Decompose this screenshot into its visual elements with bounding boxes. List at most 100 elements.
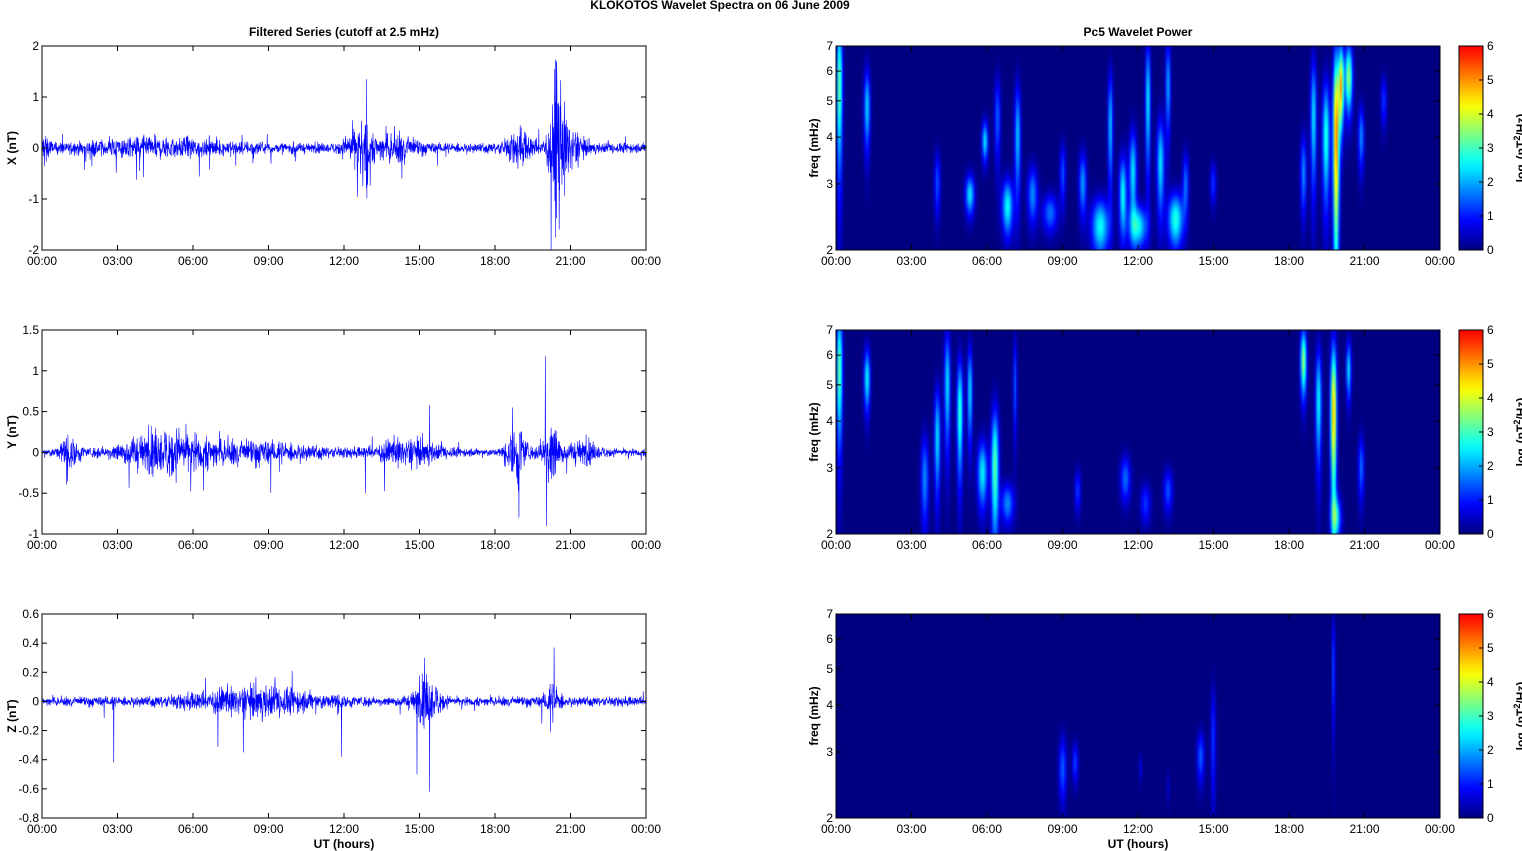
x-tick-label: 12:00	[329, 254, 359, 268]
y-tick-label: 3	[826, 461, 833, 475]
x-tick-label: 18:00	[1274, 254, 1304, 268]
colorbar-label: log2(nT2/Hz)	[1512, 114, 1522, 183]
y-axis-label: Y (nT)	[5, 415, 19, 449]
colorbar-tick-label: 5	[1487, 641, 1494, 655]
x-tick-label: 06:00	[972, 254, 1002, 268]
colorbar-label: log2(nT2/Hz)	[1512, 398, 1522, 467]
colorbar-tick-label: 2	[1487, 175, 1494, 189]
y-tick-label: 0	[32, 445, 39, 459]
y-axis-label: freq (mHz)	[807, 118, 821, 177]
x-axis-label: UT (hours)	[1108, 837, 1169, 851]
x-tick-label: 12:00	[1123, 254, 1153, 268]
x-tick-label: 21:00	[555, 254, 585, 268]
x-tick-label: 03:00	[896, 538, 926, 552]
colorbar-tick-label: 4	[1487, 391, 1494, 405]
y-axis-label: freq (mHz)	[807, 686, 821, 745]
colorbar-tick-label: 2	[1487, 459, 1494, 473]
y-tick-label: 4	[826, 130, 833, 144]
y-tick-label: 5	[826, 94, 833, 108]
y-axis-label: freq (mHz)	[807, 402, 821, 461]
x-tick-label: 12:00	[1123, 538, 1153, 552]
y-tick-label: 6	[826, 64, 833, 78]
y-tick-label: 5	[826, 662, 833, 676]
y-tick-label: 4	[826, 414, 833, 428]
x-tick-label: 00:00	[821, 254, 851, 268]
colorbar-tick-label: 3	[1487, 709, 1494, 723]
colorbar-tick-label: 6	[1487, 39, 1494, 53]
y-tick-label: 0.5	[22, 405, 39, 419]
y-tick-label: -1	[28, 527, 39, 541]
y-tick-label: 1	[32, 364, 39, 378]
wavelet-power-heatmap	[836, 330, 1440, 534]
x-tick-label: 15:00	[1198, 538, 1228, 552]
colorbar-tick-label: 0	[1487, 527, 1494, 541]
y-tick-label: -1	[28, 192, 39, 206]
x-tick-label: 09:00	[253, 538, 283, 552]
y-tick-label: -0.2	[18, 724, 39, 738]
x-tick-label: 21:00	[1349, 538, 1379, 552]
x-tick-label: 03:00	[896, 254, 926, 268]
colorbar-tick-label: 5	[1487, 73, 1494, 87]
colorbar-tick-label: 6	[1487, 323, 1494, 337]
x-tick-label: 00:00	[27, 254, 57, 268]
x-tick-label: 09:00	[253, 254, 283, 268]
colorbar-tick-label: 0	[1487, 811, 1494, 825]
colorbar-tick-label: 4	[1487, 107, 1494, 121]
y-tick-label: 2	[32, 39, 39, 53]
x-tick-label: 21:00	[1349, 822, 1379, 836]
colorbar-tick-label: 4	[1487, 675, 1494, 689]
x-tick-label: 03:00	[896, 822, 926, 836]
y-tick-label: -0.5	[18, 486, 39, 500]
colorbar-label: log2(nT2/Hz)	[1512, 682, 1522, 751]
x-tick-label: 21:00	[555, 822, 585, 836]
x-tick-label: 03:00	[102, 254, 132, 268]
x-tick-label: 18:00	[1274, 538, 1304, 552]
x-tick-label: 09:00	[1047, 538, 1077, 552]
x-tick-label: 12:00	[329, 538, 359, 552]
heatmap-panel-1: 2 3 4 5 6 7 freq (mHz) 00:00 03:00 06:00 09:00 12:0…	[807, 25, 1522, 268]
x-tick-label: 09:00	[1047, 254, 1077, 268]
colorbar-tick-label: 1	[1487, 209, 1494, 223]
x-tick-label: 15:00	[404, 822, 434, 836]
x-tick-label: 06:00	[972, 538, 1002, 552]
y-tick-label: 0	[32, 141, 39, 155]
x-tick-label: 18:00	[480, 254, 510, 268]
signal-trace	[42, 59, 646, 250]
wavelet-power-heatmap	[836, 46, 1440, 250]
x-tick-label: 21:00	[555, 538, 585, 552]
x-tick-label: 00:00	[1425, 254, 1455, 268]
panel-title: Pc5 Wavelet Power	[1084, 25, 1193, 39]
x-tick-label: 00:00	[631, 254, 661, 268]
x-tick-label: 00:00	[27, 538, 57, 552]
x-tick-label: 03:00	[102, 822, 132, 836]
y-tick-label: 0	[32, 694, 39, 708]
x-tick-label: 15:00	[1198, 254, 1228, 268]
colorbar-tick-label: 1	[1487, 777, 1494, 791]
line-panel-3: -0.8 -0.6 -0.4 -0.2 0 0.2 0.4 0.6 Z (nT) 00:00 03:…	[5, 607, 661, 851]
y-tick-label: 6	[826, 632, 833, 646]
colorbar-tick-label: 5	[1487, 357, 1494, 371]
x-tick-label: 18:00	[1274, 822, 1304, 836]
x-tick-label: 09:00	[1047, 822, 1077, 836]
x-tick-label: 00:00	[27, 822, 57, 836]
x-tick-label: 00:00	[821, 538, 851, 552]
y-tick-label: 0.4	[22, 636, 39, 650]
y-tick-label: 7	[826, 39, 833, 53]
y-tick-label: 0.6	[22, 607, 39, 621]
y-axis-label: X (nT)	[5, 131, 19, 165]
x-tick-label: 09:00	[253, 822, 283, 836]
y-tick-label: 7	[826, 607, 833, 621]
y-axis-label: Z (nT)	[5, 699, 19, 732]
x-tick-label: 03:00	[102, 538, 132, 552]
x-tick-label: 06:00	[972, 822, 1002, 836]
x-tick-label: 00:00	[1425, 822, 1455, 836]
y-tick-label: 2	[826, 811, 833, 825]
plot-area	[42, 614, 646, 818]
y-tick-label: -0.6	[18, 782, 39, 796]
colorbar-tick-label: 1	[1487, 493, 1494, 507]
y-tick-label: 3	[826, 177, 833, 191]
colorbar-tick-label: 3	[1487, 141, 1494, 155]
x-tick-label: 12:00	[1123, 822, 1153, 836]
